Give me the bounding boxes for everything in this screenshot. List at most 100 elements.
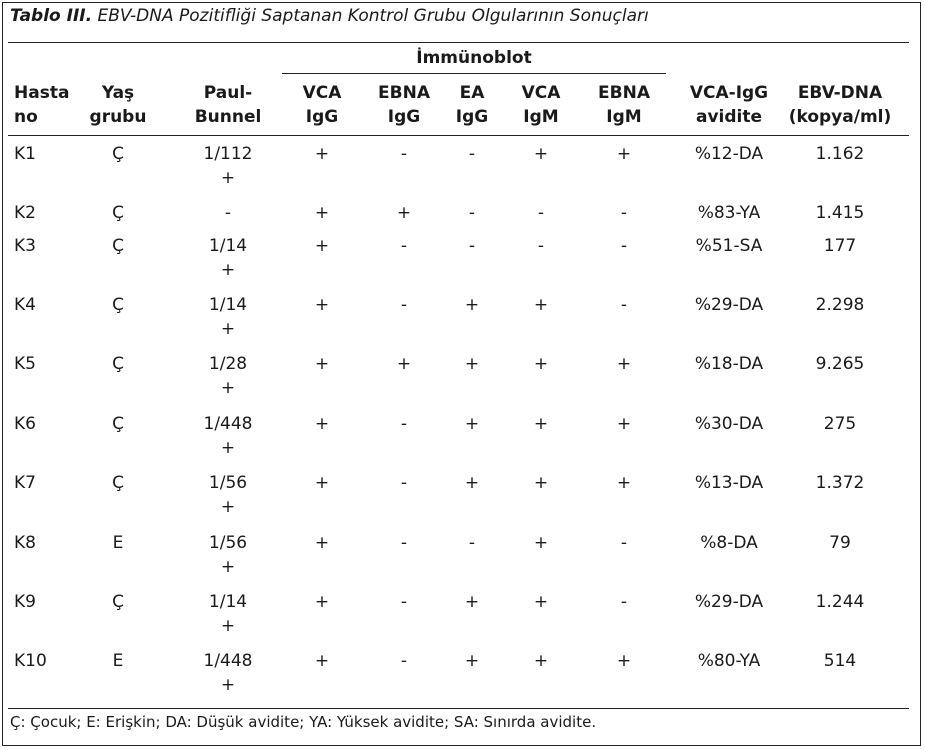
table-cell: -: [417, 201, 527, 225]
table-cell-value: K2: [14, 203, 36, 223]
table-cell: +: [417, 649, 527, 673]
table-cell: +: [349, 201, 459, 225]
table-cell-value: 1.415: [815, 203, 865, 223]
table-cell-value: %29-DA: [694, 295, 764, 315]
table-cell: +: [486, 352, 596, 376]
table-cell: +: [267, 412, 377, 436]
table-cell: 1/28 +: [173, 352, 283, 400]
table-label: Tablo III.: [10, 6, 93, 26]
table-cell-value: +: [314, 473, 330, 493]
table-cell: %80-YA: [674, 649, 784, 673]
table-cell: -: [417, 234, 527, 258]
table-cell-value: +: [314, 144, 330, 164]
table-cell-value: +: [533, 414, 549, 434]
column-header-line2: no: [14, 107, 38, 127]
table-cell-value: +: [464, 414, 480, 434]
table-cell-value: 1/28: [208, 354, 248, 374]
table-cell-value: K4: [14, 295, 36, 315]
column-header-1: Yaş grubu: [63, 81, 173, 129]
table-cell: K6: [14, 412, 36, 436]
table-cell-value: -: [620, 592, 628, 612]
bottom-rule: [8, 708, 909, 709]
table-cell-value: Ç: [112, 236, 124, 256]
table-cell-value: %18-DA: [694, 354, 764, 374]
paul-bunnel-suffix: +: [220, 438, 236, 458]
table-cell-value: Ç: [112, 295, 124, 315]
paul-bunnel-suffix: +: [220, 557, 236, 577]
table-cell: %12-DA: [674, 142, 784, 166]
table-cell: K8: [14, 531, 36, 555]
table-cell: K9: [14, 590, 36, 614]
table-cell-value: -: [224, 203, 232, 223]
table-cell-value: K8: [14, 533, 36, 553]
table-cell-value: Ç: [112, 473, 124, 493]
table-cell-value: +: [533, 295, 549, 315]
table-cell-value: 2.298: [815, 295, 865, 315]
column-header-line1: EA: [459, 83, 485, 103]
table-cell: 1.244: [785, 590, 895, 614]
table-cell-value: 1/448: [203, 414, 253, 434]
table-cell: +: [267, 590, 377, 614]
table-cell: K1: [14, 142, 36, 166]
table-cell-value: -: [620, 236, 628, 256]
table-cell: 177: [785, 234, 895, 258]
table-cell: %13-DA: [674, 471, 784, 495]
table-cell: +: [486, 142, 596, 166]
table-cell-value: +: [314, 414, 330, 434]
table-cell-value: Ç: [112, 203, 124, 223]
table-cell-value: 1/56: [208, 533, 248, 553]
immunoblot-rule: [282, 73, 666, 74]
table-cell-value: +: [464, 592, 480, 612]
table-cell: Ç: [63, 412, 173, 436]
table-cell: +: [417, 352, 527, 376]
table-cell: +: [267, 531, 377, 555]
column-header-line2: IgG: [305, 107, 339, 127]
table-cell: -: [569, 234, 679, 258]
table-cell: %30-DA: [674, 412, 784, 436]
table-cell-value: %51-SA: [695, 236, 763, 256]
table-cell: %29-DA: [674, 590, 784, 614]
column-header-8: VCA-IgG avidite: [674, 81, 784, 129]
table-cell: +: [486, 590, 596, 614]
table-cell: -: [486, 201, 596, 225]
column-header-line1: VCA-IgG: [689, 83, 769, 103]
table-cell: K4: [14, 293, 36, 317]
table-cell-value: -: [468, 144, 476, 164]
table-caption-text: EBV-DNA Pozitifliği Saptanan Kontrol Gru…: [97, 6, 649, 26]
table-cell: -: [349, 234, 459, 258]
table-cell: %51-SA: [674, 234, 784, 258]
table-cell-value: 514: [823, 651, 857, 671]
table-cell: +: [349, 352, 459, 376]
table-cell-value: 1/56: [208, 473, 248, 493]
column-header-2: Paul- Bunnel: [173, 81, 283, 129]
table-cell-value: K5: [14, 354, 36, 374]
table-cell: +: [569, 649, 679, 673]
table-cell: +: [267, 142, 377, 166]
table-cell-value: -: [620, 203, 628, 223]
table-cell: %18-DA: [674, 352, 784, 376]
table-cell: 1/14 +: [173, 590, 283, 638]
table-cell: +: [267, 234, 377, 258]
table-cell: K10: [14, 649, 47, 673]
table-cell: 9.265: [785, 352, 895, 376]
column-header-6: VCA IgM: [486, 81, 596, 129]
table-cell: Ç: [63, 471, 173, 495]
table-cell-value: -: [468, 203, 476, 223]
table-cell-value: 1/112: [203, 144, 253, 164]
table-cell-value: K10: [14, 651, 47, 671]
table-cell-value: +: [533, 144, 549, 164]
table-cell-value: +: [533, 533, 549, 553]
table-cell: -: [486, 234, 596, 258]
table-cell-value: 1.162: [815, 144, 865, 164]
table-cell-value: %30-DA: [694, 414, 764, 434]
table-cell: K5: [14, 352, 36, 376]
table-cell-value: 1.372: [815, 473, 865, 493]
table-cell: 1/448 +: [173, 412, 283, 460]
table-cell: -: [349, 531, 459, 555]
table-cell-value: +: [533, 592, 549, 612]
table-cell-value: %13-DA: [694, 473, 764, 493]
table-cell: %8-DA: [674, 531, 784, 555]
table-cell-value: +: [314, 295, 330, 315]
table-cell-value: +: [533, 651, 549, 671]
